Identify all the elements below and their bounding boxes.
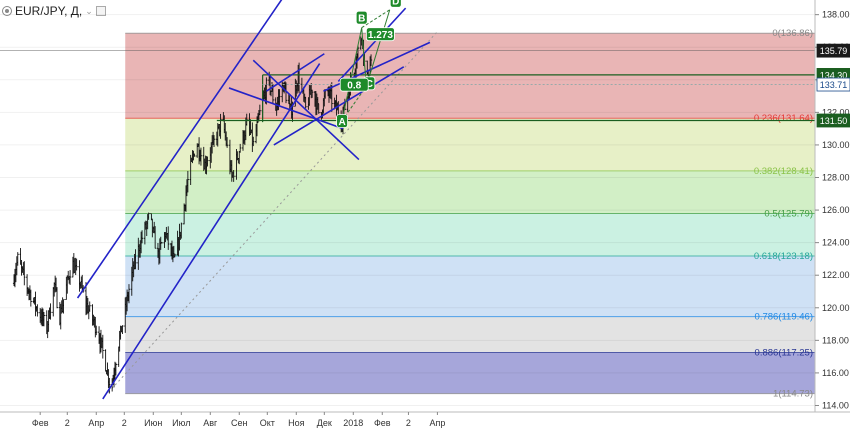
fib-zone xyxy=(125,352,815,394)
x-tick-label: Фев xyxy=(374,418,391,428)
x-tick-label: 2 xyxy=(122,418,127,428)
fib-level-label: 0.5(125.79) xyxy=(764,208,813,219)
fib-level-label: 0.382(128.41) xyxy=(754,166,813,177)
x-tick-label: Сен xyxy=(231,418,248,428)
wedge-upper-line xyxy=(252,59,360,161)
x-tick-label: Апр xyxy=(88,418,104,428)
price-tag-text: 133.71 xyxy=(820,80,848,90)
chart-header: EUR/JPY, Д, ⌄ xyxy=(2,3,106,19)
y-tick-label: 132.00 xyxy=(822,107,850,117)
fib-level-label: 1(114.73) xyxy=(773,389,813,400)
x-tick-label: Июл xyxy=(172,418,190,428)
x-tick-label: 2 xyxy=(65,418,70,428)
settings-square-icon[interactable] xyxy=(95,6,106,16)
x-tick-label: 2018 xyxy=(343,418,363,428)
x-tick-label: Ноя xyxy=(288,418,305,428)
y-tick-label: 126.00 xyxy=(822,205,850,215)
price-tag-text: 134.30 xyxy=(820,70,848,80)
x-tick-label: Апр xyxy=(429,418,445,428)
x-tick-label: Фев xyxy=(32,418,49,428)
fib-level-label: 0.618(123.18) xyxy=(754,251,813,262)
pattern-point-d: D xyxy=(389,0,402,8)
pattern-ratio-1273: 1.273 xyxy=(365,27,395,42)
pattern-point-d-text: D xyxy=(392,0,399,8)
pattern-ratio-08-text: 0.8 xyxy=(347,80,361,91)
fib-level-label: 0.236(131.64) xyxy=(754,113,813,124)
price-tag-133-71: 133.71 xyxy=(816,77,850,92)
y-tick-label: 128.00 xyxy=(822,173,850,183)
y-tick-label: 138.00 xyxy=(822,10,850,20)
price-tag-text: 135.79 xyxy=(820,46,848,56)
y-tick-label: 122.00 xyxy=(822,270,850,280)
y-tick-label: 118.00 xyxy=(822,335,849,345)
price-tag-135-79: 135.79 xyxy=(816,43,850,58)
fib-zone xyxy=(125,213,815,256)
x-tick-label: Дек xyxy=(317,418,332,428)
pattern-point-b: B xyxy=(355,10,368,25)
pattern-point-c-text: C xyxy=(366,79,373,90)
y-tick-label: 130.00 xyxy=(822,140,850,150)
wedge-lower-line xyxy=(228,87,344,130)
pattern-point-b-text: B xyxy=(358,13,365,24)
x-tick-label: Июн xyxy=(144,418,162,428)
y-tick-label: 116.00 xyxy=(822,368,849,378)
symbol-eye-icon[interactable] xyxy=(2,6,12,16)
x-axis: Фев 2 Апр 2 Июн Июл Авг Сен Окт Ноя Дек 2018 Фев 2 Апр xyxy=(0,411,850,430)
symbol-title[interactable]: EUR/JPY, Д, xyxy=(15,4,83,18)
fib-zone xyxy=(125,316,815,353)
fib-zone xyxy=(125,33,815,119)
pattern-abcd-line xyxy=(341,9,391,121)
rising-support-line xyxy=(273,66,405,146)
y-axis: 114.00 116.00 118.00 120.00 122.00 124.00 126.… xyxy=(814,0,850,412)
chevron-down-icon[interactable]: ⌄ xyxy=(85,5,93,16)
channel-upper-line xyxy=(76,0,283,299)
price-tag-131-50: 131.50 xyxy=(816,113,850,128)
fib-level-label: 0.786(119.46) xyxy=(755,312,813,323)
fib-zone xyxy=(125,255,815,317)
y-tick-label: 120.00 xyxy=(822,303,850,313)
y-tick-label: 114.00 xyxy=(822,400,849,410)
x-tick-label: Авг xyxy=(203,418,218,428)
top-channel-line xyxy=(337,7,407,82)
pattern-point-a-text: A xyxy=(338,117,345,128)
dotted-trend-line xyxy=(108,32,437,393)
x-tick-label: 2 xyxy=(406,418,411,428)
y-tick-label: 124.00 xyxy=(822,238,850,248)
pattern-point-a: A xyxy=(336,114,348,128)
pattern-ratio-1273-text: 1.273 xyxy=(368,30,393,41)
x-axis-background xyxy=(0,412,850,430)
triangle-upper-line xyxy=(265,53,325,92)
fib-zone xyxy=(125,170,815,214)
channel-lower-line xyxy=(102,63,321,400)
fib-level-label: 0.886(117.25) xyxy=(755,348,813,359)
fib-level-label: 0(136.86) xyxy=(772,28,813,39)
pattern-ratio-08: 0.8 xyxy=(339,77,369,92)
price-tag-text: 131.50 xyxy=(820,116,848,126)
x-tick-label: Окт xyxy=(260,418,275,428)
pattern-bd-line xyxy=(361,9,391,29)
candles-group xyxy=(12,36,373,394)
